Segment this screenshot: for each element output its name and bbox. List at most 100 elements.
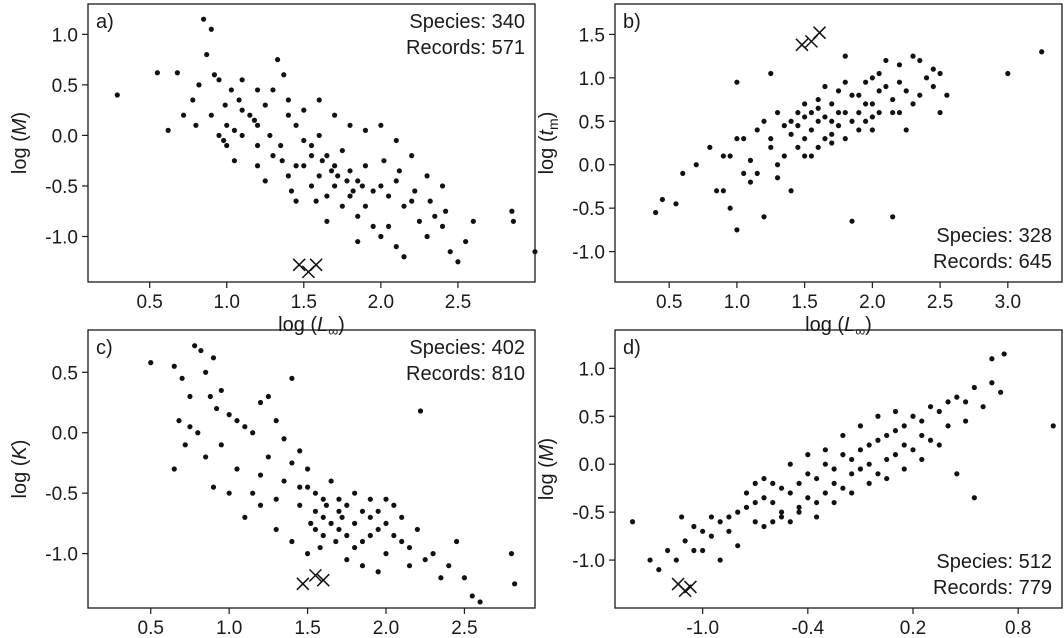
data-point <box>708 514 715 520</box>
data-point <box>320 496 326 502</box>
data-point <box>923 75 930 81</box>
y-tick-label: 0.0 <box>52 126 78 147</box>
data-point <box>416 218 422 224</box>
x-tick-label: 0.5 <box>138 618 164 638</box>
data-point <box>190 97 196 103</box>
data-point <box>339 147 345 154</box>
data-point <box>427 198 433 204</box>
data-point <box>273 526 279 533</box>
data-point <box>875 413 881 419</box>
data-point <box>339 514 345 520</box>
x-tick-label: 2.0 <box>859 292 885 313</box>
y-tick-label: -1.0 <box>572 243 605 264</box>
data-point <box>734 79 740 85</box>
data-point <box>347 193 353 199</box>
data-point <box>211 72 217 78</box>
data-point <box>890 96 896 103</box>
data-point <box>822 447 828 453</box>
data-point <box>317 544 323 551</box>
data-point <box>239 107 245 113</box>
data-point <box>344 557 350 563</box>
x-marker-stroke <box>316 573 330 587</box>
x-tick-label: 0.5 <box>136 292 162 313</box>
data-point <box>735 543 741 549</box>
data-point <box>453 538 460 545</box>
data-point <box>301 163 307 169</box>
data-point <box>857 423 864 429</box>
data-point <box>892 452 899 458</box>
data-point <box>849 118 855 124</box>
data-point <box>328 520 334 526</box>
data-point <box>279 158 285 164</box>
data-point <box>187 424 193 430</box>
data-point <box>901 442 907 448</box>
data-point <box>1050 423 1056 429</box>
data-point <box>308 520 314 526</box>
data-point <box>401 254 407 260</box>
data-point <box>774 175 781 181</box>
data-point <box>198 347 204 354</box>
data-point <box>222 102 228 108</box>
data-point <box>778 485 785 491</box>
data-point <box>856 92 862 98</box>
data-point <box>659 196 666 203</box>
y-tick-label: -1.0 <box>45 545 78 566</box>
data-point <box>281 436 287 442</box>
y-tick-label: -1.0 <box>572 551 605 572</box>
data-point <box>849 471 855 477</box>
data-point <box>727 153 733 159</box>
data-point <box>210 355 217 361</box>
data-point <box>393 137 399 144</box>
data-point <box>203 369 209 375</box>
x-marker-stroke <box>296 577 310 591</box>
x-tick-label: 1.5 <box>291 292 317 313</box>
data-point <box>679 514 685 520</box>
records-count: Records: 779 <box>933 577 1052 599</box>
data-point <box>682 538 688 544</box>
data-point <box>273 496 279 502</box>
data-point <box>367 514 373 520</box>
data-point <box>270 87 276 93</box>
data-point <box>412 188 418 194</box>
data-point <box>247 112 253 118</box>
data-point <box>193 122 199 128</box>
data-point <box>422 557 428 563</box>
data-point <box>734 136 740 142</box>
data-point <box>862 101 869 107</box>
data-point <box>347 122 353 128</box>
data-point <box>815 118 821 124</box>
data-point <box>304 466 311 472</box>
data-point <box>664 547 671 554</box>
data-point <box>796 509 802 515</box>
data-point <box>805 495 811 501</box>
species-count: Species: 328 <box>936 225 1052 247</box>
data-point <box>231 158 238 164</box>
data-point <box>319 158 325 164</box>
data-point <box>383 520 389 526</box>
data-point <box>171 466 177 472</box>
data-point <box>691 523 697 530</box>
data-point <box>1005 70 1011 77</box>
data-point <box>406 544 413 551</box>
data-point <box>203 454 209 460</box>
data-point <box>954 471 960 477</box>
data-point <box>892 428 899 434</box>
x-tick-label: 2.5 <box>451 618 477 638</box>
data-point <box>919 418 925 424</box>
data-point <box>930 66 936 72</box>
data-point <box>822 83 828 90</box>
x-axis-label: log (L∞) <box>805 314 872 339</box>
data-point <box>267 132 273 139</box>
data-point <box>693 162 699 168</box>
plot-frame <box>614 3 1063 283</box>
x-marker <box>678 584 692 598</box>
data-point <box>236 97 242 103</box>
data-point <box>708 533 715 539</box>
data-point <box>875 471 881 477</box>
data-point <box>770 480 776 486</box>
data-point <box>869 75 875 81</box>
data-point <box>717 519 723 525</box>
data-point <box>312 526 319 533</box>
data-point <box>430 551 436 557</box>
data-point <box>883 57 889 64</box>
